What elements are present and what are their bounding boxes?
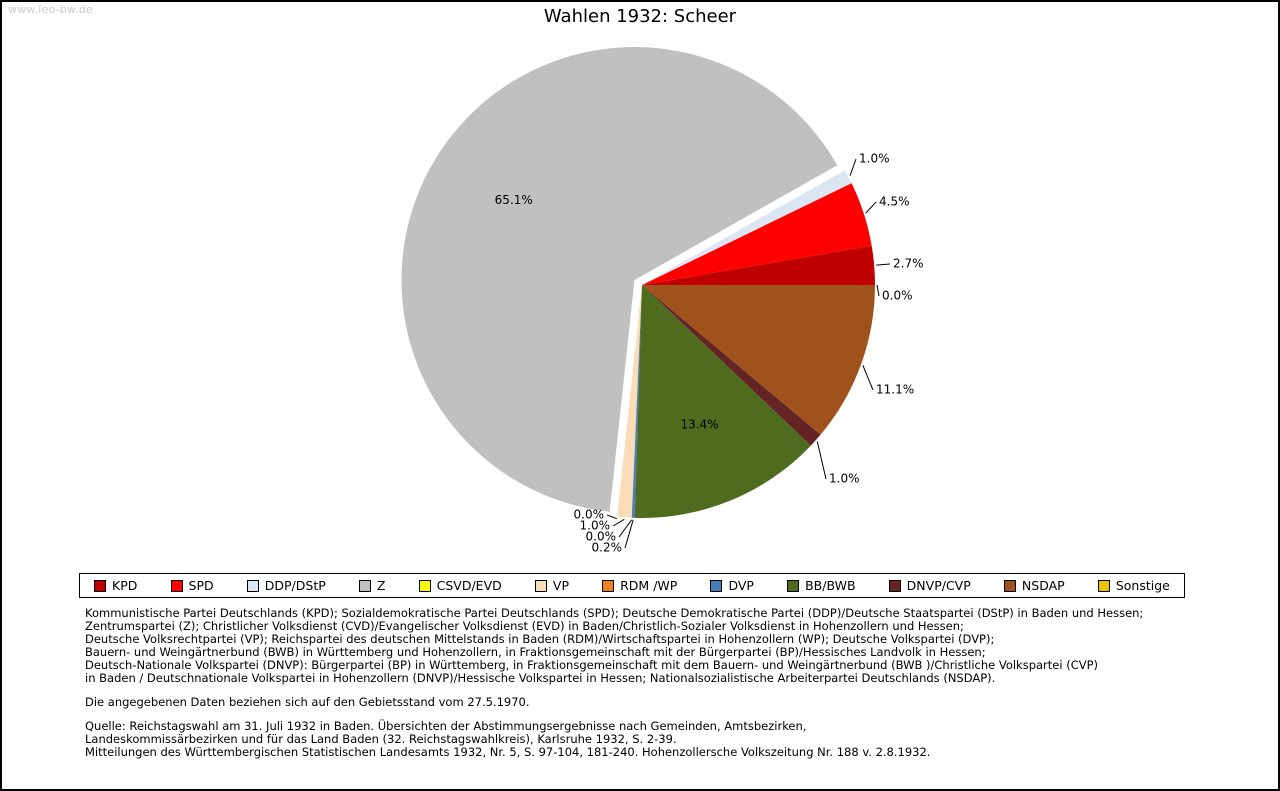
legend-item-dnvp-cvp: DNVP/CVP <box>888 578 971 593</box>
legend-swatch-dvp <box>710 579 723 592</box>
legend-item-rdm-wp: RDM /WP <box>602 578 677 593</box>
legend-swatch-nsdap <box>1003 579 1016 592</box>
legend-swatch-sonstige <box>1097 579 1110 592</box>
legend-label: SPD <box>188 578 214 593</box>
legend-item-vp: VP <box>534 578 569 593</box>
legend-swatch-z <box>358 579 371 592</box>
legend-item-z: Z <box>358 578 386 593</box>
legend-label: DVP <box>728 578 754 593</box>
legend-item-nsdap: NSDAP <box>1003 578 1065 593</box>
leader-line-kpd <box>876 263 891 266</box>
leader-line-csvd-evd <box>606 514 618 520</box>
legend: KPD SPD DDP/DStP Z CSVD/EVD VP RDM /WP DVP BB/BW… <box>79 573 1185 598</box>
pie-slice-dvp <box>631 285 642 518</box>
legend-item-bb-bwb: BB/BWB <box>787 578 856 593</box>
legend-swatch-rdm-wp <box>602 579 615 592</box>
legend-label: CSVD/EVD <box>436 578 502 593</box>
chart-title: Wahlen 1932: Scheer <box>543 6 737 27</box>
pie-chart: 2.7%4.5%1.0%65.1%0.0%1.0%0.0%0.2%13.4%1.… <box>401 47 924 555</box>
percent-label-rdm-wp: 0.0% <box>586 530 617 544</box>
legend-label: DDP/DStP <box>264 578 326 593</box>
pie-slice-nsdap <box>642 285 875 435</box>
percent-label-dnvp-cvp: 1.0% <box>829 472 860 486</box>
legend-label: BB/BWB <box>805 578 856 593</box>
leader-line-sonstige <box>876 284 880 297</box>
percent-label-dvp: 0.2% <box>592 541 623 555</box>
leader-line-ddp-dstp <box>849 158 857 176</box>
legend-label: RDM /WP <box>620 578 678 593</box>
percent-label-sonstige: 0.0% <box>882 289 913 303</box>
pie-slice-kpd <box>642 245 875 285</box>
percent-label-spd: 4.5% <box>879 195 910 209</box>
legend-swatch-kpd <box>94 579 106 592</box>
percent-label-bb-bwb: 13.4% <box>680 418 718 432</box>
percent-label-z: 65.1% <box>495 193 533 207</box>
party-definitions-note: Kommunistische Partei Deutschlands (KPD)… <box>85 606 1144 685</box>
leader-line-nsdap <box>862 365 874 391</box>
percent-label-kpd: 2.7% <box>893 257 924 271</box>
legend-swatch-bb-bwb <box>787 579 800 592</box>
pie-slice-ddp-dstp <box>642 170 852 285</box>
legend-swatch-ddp-dstp <box>246 579 259 592</box>
legend-item-ddp-dstp: DDP/DStP <box>246 578 326 593</box>
source-note: Quelle: Reichstagswahl am 31. Juli 1932 … <box>85 719 931 759</box>
percent-label-csvd-evd: 0.0% <box>574 508 605 522</box>
legend-item-sonstige: Sonstige <box>1097 578 1170 593</box>
legend-item-dvp: DVP <box>710 578 754 593</box>
legend-label: VP <box>552 578 569 593</box>
pie-slice-bb-bwb <box>634 285 811 518</box>
leader-line-rdm-wp <box>618 519 633 538</box>
leader-line-dvp <box>624 519 634 549</box>
legend-swatch-dnvp-cvp <box>888 579 901 592</box>
percent-label-ddp-dstp: 1.0% <box>859 152 890 166</box>
legend-swatch-spd <box>170 579 183 592</box>
legend-swatch-vp <box>534 579 547 592</box>
pie-slice-spd <box>642 183 872 285</box>
pie-slice-z <box>401 47 838 512</box>
legend-label: DNVP/CVP <box>906 578 971 593</box>
leader-line-vp <box>612 518 625 527</box>
legend-label: Sonstige <box>1115 578 1170 593</box>
legend-label: KPD <box>112 578 138 593</box>
legend-item-csvd-evd: CSVD/EVD <box>418 578 502 593</box>
pie-slice-dnvp-cvp <box>642 285 821 446</box>
percent-label-vp: 1.0% <box>580 519 611 533</box>
legend-label: NSDAP <box>1021 578 1065 593</box>
watermark: www.leo-bw.de <box>8 3 94 16</box>
legend-item-spd: SPD <box>170 578 214 593</box>
territory-note: Die angegebenen Daten beziehen sich auf … <box>85 695 530 709</box>
percent-label-nsdap: 11.1% <box>876 383 914 397</box>
legend-item-kpd: KPD <box>94 578 137 593</box>
legend-swatch-csvd-evd <box>418 579 431 592</box>
leader-line-dnvp-cvp <box>816 441 827 480</box>
legend-label: Z <box>376 578 386 593</box>
leader-line-spd <box>865 201 877 214</box>
pie-slice-vp <box>617 285 642 518</box>
